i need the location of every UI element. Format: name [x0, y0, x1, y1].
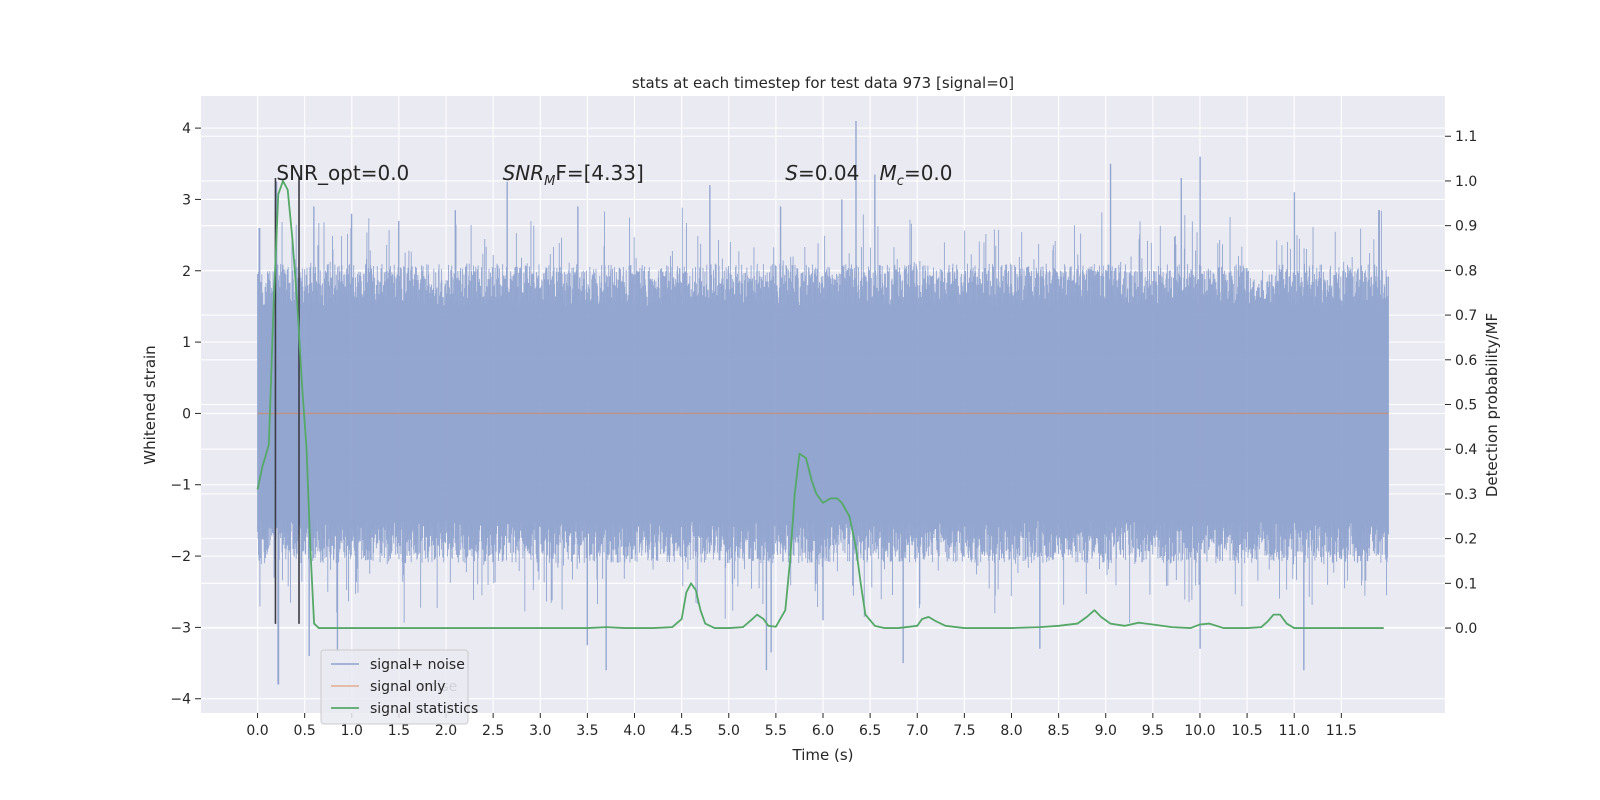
y-axis-left-label: Whitened strain — [141, 345, 159, 464]
y-left-tick-label-6: 2 — [182, 264, 191, 280]
y-right-tick-label-7: 0.7 — [1455, 308, 1477, 324]
legend-label-signal-noise: signal+ noise — [370, 657, 465, 673]
annotation-s-stat: S=0.04 — [785, 161, 859, 185]
x-tick-label-10: 5.0 — [718, 723, 740, 739]
y-axis-left: −4 −3 −2 −1 0 1 2 3 4 — [170, 121, 201, 708]
x-tick-label-4: 2.0 — [435, 723, 457, 739]
annotation-snr-opt: SNR_opt=0.0 — [276, 161, 409, 185]
y-right-tick-label-1: 0.1 — [1455, 576, 1477, 592]
y-left-tick-label-7: 3 — [182, 192, 191, 208]
y-right-tick-label-10: 1.0 — [1455, 174, 1477, 190]
x-tick-label-3: 1.5 — [388, 723, 410, 739]
annotation-snr-mf: SNRMF=[4.33] — [503, 161, 644, 189]
x-tick-label-5: 2.5 — [482, 723, 504, 739]
x-axis-label: Time (s) — [792, 746, 854, 764]
x-tick-label-8: 4.0 — [623, 723, 645, 739]
y-left-tick-label-8: 4 — [182, 121, 191, 137]
x-tick-label-14: 7.0 — [906, 723, 928, 739]
x-tick-label-11: 5.5 — [765, 723, 787, 739]
y-right-tick-label-11: 1.1 — [1455, 129, 1477, 145]
x-axis: 0.0 0.5 1.0 1.5 2.0 2.5 3.0 3.5 4.0 4.5 5.0 5.5 6.0 6… — [246, 713, 1357, 739]
y-right-tick-label-9: 0.9 — [1455, 219, 1477, 235]
x-tick-label-23: 11.5 — [1326, 723, 1357, 739]
y-left-tick-label-1: −3 — [170, 620, 191, 636]
legend-box — [320, 649, 469, 725]
x-tick-label-1: 0.5 — [294, 723, 316, 739]
x-tick-label-21: 10.5 — [1232, 723, 1263, 739]
x-tick-label-0: 0.0 — [246, 723, 268, 739]
x-tick-label-18: 9.0 — [1095, 723, 1117, 739]
legend-ghost-text: noise — [420, 679, 457, 695]
x-tick-label-6: 3.0 — [529, 723, 551, 739]
x-tick-label-17: 8.5 — [1047, 723, 1069, 739]
x-tick-label-20: 10.0 — [1184, 723, 1215, 739]
x-tick-label-13: 6.5 — [859, 723, 881, 739]
x-tick-label-22: 11.0 — [1279, 723, 1310, 739]
y-right-tick-label-6: 0.6 — [1455, 353, 1477, 369]
x-tick-label-15: 7.5 — [953, 723, 975, 739]
y-axis-right: 0.0 0.1 0.2 0.3 0.4 0.5 0.6 0.7 0.8 0.9 1.0 1.1 — [1445, 129, 1477, 637]
y-axis-right-label: Detection probability/MF — [1483, 313, 1501, 497]
y-right-tick-label-3: 0.3 — [1455, 487, 1477, 503]
y-left-tick-label-4: 0 — [182, 406, 191, 422]
annotations: SNR_opt=0.0 SNRMF=[4.33] S=0.04 Mc=0.0 — [276, 161, 952, 189]
legend-label-signal-statistics: signal statistics — [370, 701, 478, 717]
x-tick-label-19: 9.5 — [1142, 723, 1164, 739]
x-tick-label-9: 4.5 — [671, 723, 693, 739]
y-right-tick-label-2: 0.2 — [1455, 532, 1477, 548]
x-tick-label-12: 6.0 — [812, 723, 834, 739]
x-tick-label-2: 1.0 — [341, 723, 363, 739]
y-left-tick-label-3: −1 — [170, 478, 191, 494]
y-right-tick-label-5: 0.5 — [1455, 398, 1477, 414]
annotation-mc: Mc=0.0 — [880, 161, 953, 189]
chart-title: stats at each timestep for test data 973… — [632, 74, 1014, 92]
legend-label-signal-only: signal only — [370, 679, 445, 695]
y-left-tick-label-0: −4 — [170, 692, 191, 708]
signal-statistics-line — [256, 180, 1384, 629]
y-left-tick-label-5: 1 — [182, 335, 191, 351]
x-tick-label-16: 8.0 — [1000, 723, 1022, 739]
legend: noise signal+ noise signal only signal s… — [320, 649, 478, 725]
y-right-tick-label-4: 0.4 — [1455, 442, 1477, 458]
y-right-tick-label-0: 0.0 — [1455, 621, 1477, 637]
x-tick-label-7: 3.5 — [576, 723, 598, 739]
y-right-tick-label-8: 0.8 — [1455, 263, 1477, 279]
signal-statistics-series — [256, 180, 1384, 629]
y-left-tick-label-2: −2 — [170, 549, 191, 565]
